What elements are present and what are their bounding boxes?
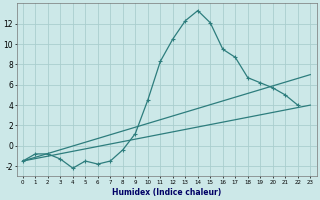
X-axis label: Humidex (Indice chaleur): Humidex (Indice chaleur) — [112, 188, 221, 197]
